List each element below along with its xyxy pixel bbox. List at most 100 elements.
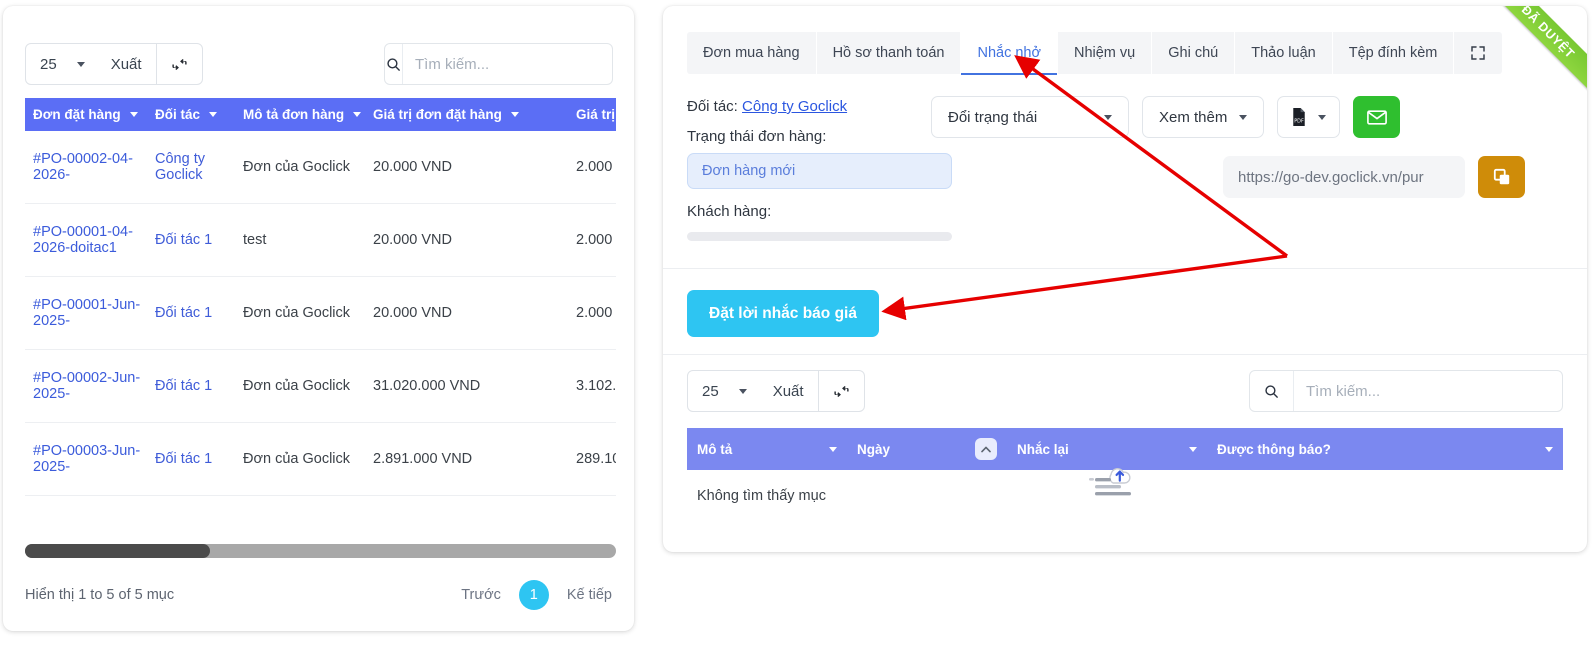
table-header-row: Đơn đặt hàng Đối tác Mô tả đơn hàng Giá … — [25, 98, 616, 131]
cell-partner[interactable]: Công ty Goclick — [155, 131, 243, 204]
col-header-partner[interactable]: Đối tác — [155, 98, 243, 131]
col-header-order[interactable]: Đơn đặt hàng — [25, 98, 155, 131]
col-header-description[interactable]: Mô tả — [687, 428, 847, 470]
partner-link[interactable]: Đối tác 1 — [155, 451, 213, 467]
cell-value-2: 289.100 — [576, 422, 616, 496]
order-link[interactable]: #PO-00001-04-2026-doitac1 — [33, 224, 133, 256]
share-url-row: https://go-dev.goclick.vn/pur — [1223, 156, 1525, 198]
col-label: Mô tả đơn hàng — [243, 107, 345, 122]
partner-link[interactable]: Đối tác 1 — [155, 232, 213, 248]
cell-partner[interactable]: Đối tác 1 — [155, 349, 243, 423]
tab-ho-so-thanh-toan[interactable]: Hồ sơ thanh toán — [817, 32, 962, 74]
cell-partner[interactable]: Đối tác 1 — [155, 422, 243, 496]
table-row[interactable]: #PO-00001-04-2026-doitac1 Đối tác 1 test… — [25, 203, 616, 277]
col-header-order-value[interactable]: Giá trị đơn đặt hàng — [373, 98, 576, 131]
chevron-down-icon — [353, 112, 362, 117]
cell-description: test — [243, 203, 373, 277]
no-data-illustration — [1089, 458, 1143, 502]
section-divider-2 — [663, 354, 1587, 355]
partner-link[interactable]: Đối tác 1 — [155, 305, 213, 321]
customer-value-placeholder — [687, 232, 952, 241]
cell-order[interactable]: #PO-00002-04-2026- — [25, 131, 155, 204]
scrollbar-thumb[interactable] — [25, 544, 210, 558]
next-page-button[interactable]: Kế tiếp — [566, 587, 612, 603]
page-number-1[interactable]: 1 — [518, 580, 549, 610]
chevron-down-icon — [1545, 446, 1553, 452]
reminder-table-wrap: Mô tả Ngày Nhắc lại Được thông báo? Khôn… — [687, 428, 1563, 522]
change-status-dropdown[interactable]: Đổi trạng thái — [931, 96, 1129, 138]
export-button[interactable]: Xuất — [97, 44, 156, 84]
share-url-value[interactable]: https://go-dev.goclick.vn/pur — [1223, 156, 1465, 198]
tab-label: Nhiệm vụ — [1073, 45, 1136, 61]
col-label: Đối tác — [155, 107, 201, 122]
col-label: Giá trị t — [576, 107, 616, 122]
send-email-button[interactable] — [1353, 96, 1401, 138]
view-more-label: Xem thêm — [1159, 108, 1228, 126]
tab-thao-luan[interactable]: Thảo luận — [1235, 32, 1333, 74]
page-length-value: 25 — [40, 55, 57, 73]
cloud-upload-icon — [1089, 468, 1131, 496]
left-toolbar: 25 Xuất — [3, 6, 634, 90]
expand-button[interactable] — [1454, 32, 1502, 74]
tab-nhiem-vu[interactable]: Nhiệm vụ — [1058, 32, 1153, 74]
table-row[interactable]: #PO-00002-04-2026- Công ty Goclick Đơn c… — [25, 131, 616, 204]
order-link[interactable]: #PO-00003-Jun-2025- — [33, 443, 141, 475]
chevron-down-icon — [829, 446, 837, 452]
chevron-down-icon — [1104, 114, 1112, 120]
cell-order[interactable]: #PO-00003-Jun-2025- — [25, 422, 155, 496]
cell-description: Đơn của Goclick — [243, 422, 373, 496]
order-link[interactable]: #PO-00001-Jun-2025- — [33, 297, 141, 329]
partner-link[interactable]: Đối tác 1 — [155, 378, 213, 394]
reminder-page-length-select[interactable]: 25 — [688, 371, 759, 411]
prev-page-button[interactable]: Trước — [461, 587, 501, 603]
reminder-length-and-export-group: 25 Xuất — [687, 370, 865, 412]
pagination: Trước 1 Kế tiếp — [461, 580, 612, 610]
search-box[interactable] — [384, 43, 613, 85]
view-more-dropdown[interactable]: Xem thêm — [1142, 96, 1265, 138]
refresh-button[interactable] — [155, 44, 202, 84]
horizontal-scrollbar[interactable] — [25, 544, 616, 558]
col-header-description[interactable]: Mô tả đơn hàng — [243, 98, 373, 131]
chevron-down-icon — [129, 112, 138, 117]
cell-description: Đơn của Goclick — [243, 349, 373, 423]
tab-don-mua-hang[interactable]: Đơn mua hàng — [687, 32, 817, 74]
reminder-export-button[interactable]: Xuất — [759, 371, 818, 411]
tab-nhac-nho[interactable]: Nhắc nhở — [961, 32, 1058, 75]
cell-order[interactable]: #PO-00002-Jun-2025- — [25, 349, 155, 423]
cell-partner[interactable]: Đối tác 1 — [155, 276, 243, 350]
partner-link[interactable]: Công ty Goclick — [742, 98, 848, 115]
col-header-date[interactable]: Ngày — [847, 428, 1007, 470]
col-header-repeat[interactable]: Nhắc lại — [1007, 428, 1207, 470]
copy-url-button[interactable] — [1478, 156, 1525, 198]
cell-partner[interactable]: Đối tác 1 — [155, 203, 243, 277]
col-header-value-2[interactable]: Giá trị t — [576, 98, 616, 131]
chevron-down-icon — [738, 388, 747, 394]
reminder-search-box[interactable] — [1249, 370, 1563, 412]
reminder-table: Mô tả Ngày Nhắc lại Được thông báo? Khôn… — [687, 428, 1563, 522]
partner-link[interactable]: Công ty Goclick — [155, 151, 205, 183]
set-quote-reminder-button[interactable]: Đặt lời nhắc báo giá — [687, 290, 879, 337]
tab-ghi-chu[interactable]: Ghi chú — [1152, 32, 1236, 74]
reminder-empty-row: Không tìm thấy mục — [687, 470, 1563, 522]
tab-tep-dinh-kem[interactable]: Tệp đính kèm — [1333, 32, 1455, 74]
tab-label: Ghi chú — [1168, 45, 1219, 61]
action-buttons-row: Đổi trạng thái Xem thêm PDF — [931, 96, 1401, 138]
order-link[interactable]: #PO-00002-04-2026- — [33, 151, 133, 183]
length-and-export-group: 25 Xuất — [25, 43, 203, 85]
cell-order-value: 2.891.000 VND — [373, 422, 576, 496]
search-input[interactable] — [403, 55, 612, 73]
pdf-export-dropdown[interactable]: PDF — [1277, 96, 1341, 138]
col-header-notified[interactable]: Được thông báo? — [1207, 428, 1563, 470]
page-length-select[interactable]: 25 — [26, 44, 97, 84]
order-link[interactable]: #PO-00002-Jun-2025- — [33, 370, 141, 402]
cell-order[interactable]: #PO-00001-Jun-2025- — [25, 276, 155, 350]
tab-label: Nhắc nhở — [977, 45, 1041, 61]
table-row[interactable]: #PO-00002-Jun-2025- Đối tác 1 Đơn của Go… — [25, 349, 616, 423]
table-row[interactable]: #PO-00003-Jun-2025- Đối tác 1 Đơn của Go… — [25, 422, 616, 496]
table-row[interactable]: #PO-00001-Jun-2025- Đối tác 1 Đơn của Go… — [25, 276, 616, 350]
cell-value-2: 3.102.00 VND — [576, 349, 616, 423]
reminder-refresh-button[interactable] — [817, 371, 864, 411]
reminder-search-input[interactable] — [1294, 382, 1562, 400]
cell-order[interactable]: #PO-00001-04-2026-doitac1 — [25, 203, 155, 277]
order-meta: Đối tác: Công ty Goclick Trạng thái đơn … — [687, 98, 1107, 241]
